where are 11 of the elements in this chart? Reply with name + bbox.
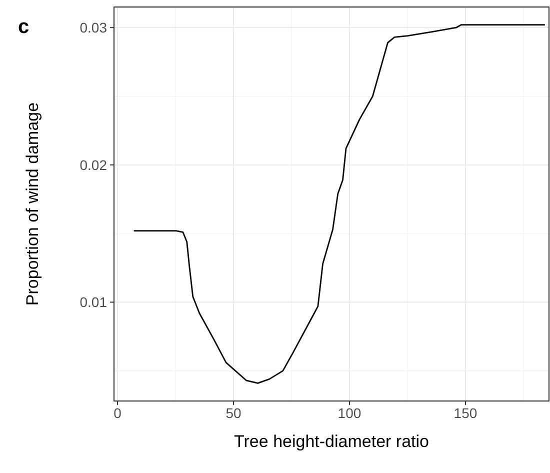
x-tick-label: 100 <box>338 405 362 421</box>
text: c <box>18 16 30 38</box>
x-axis-title: Tree height-diameter ratio <box>234 432 429 451</box>
y-tick-label: 0.02 <box>80 156 108 173</box>
y-tick-label: 0.01 <box>80 294 108 310</box>
y-axis-title: Proportion of wind damage <box>23 102 42 306</box>
y-tick-label: 0.03 <box>80 19 108 36</box>
x-tick-label: 50 <box>226 405 242 421</box>
line-series <box>134 24 546 384</box>
x-tick-label: 150 <box>454 405 478 421</box>
x-tick-label: 0 <box>114 405 122 421</box>
